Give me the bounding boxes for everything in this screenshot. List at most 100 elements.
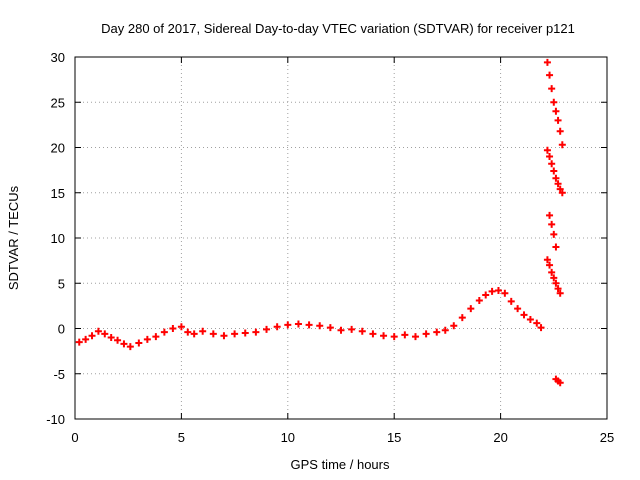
data-point bbox=[520, 311, 528, 319]
data-point bbox=[241, 329, 249, 337]
data-point bbox=[550, 167, 558, 175]
x-tick-label: 20 bbox=[493, 430, 507, 445]
data-point bbox=[543, 256, 551, 264]
data-point bbox=[75, 338, 83, 346]
grid bbox=[75, 57, 607, 419]
data-point bbox=[552, 243, 560, 251]
data-point bbox=[390, 333, 398, 341]
data-point bbox=[231, 330, 239, 338]
data-point bbox=[369, 330, 377, 338]
data-point bbox=[546, 71, 554, 79]
data-point bbox=[482, 291, 490, 299]
data-point bbox=[88, 332, 96, 340]
y-tick-label: 5 bbox=[58, 276, 65, 291]
data-point bbox=[546, 261, 554, 269]
data-point bbox=[507, 297, 515, 305]
data-points bbox=[75, 58, 566, 387]
data-point bbox=[543, 146, 551, 154]
data-point bbox=[263, 325, 271, 333]
data-point bbox=[120, 340, 128, 348]
data-point bbox=[337, 326, 345, 334]
y-tick-label: 0 bbox=[58, 322, 65, 337]
data-point bbox=[411, 333, 419, 341]
data-point bbox=[380, 332, 388, 340]
data-point bbox=[199, 327, 207, 335]
data-point bbox=[554, 180, 562, 188]
data-point bbox=[546, 211, 554, 219]
y-tick-label: 20 bbox=[51, 141, 65, 156]
data-point bbox=[358, 327, 366, 335]
data-point bbox=[316, 322, 324, 330]
data-point bbox=[550, 98, 558, 106]
x-tick-label: 5 bbox=[178, 430, 185, 445]
data-point bbox=[548, 268, 556, 276]
data-point bbox=[548, 85, 556, 93]
data-point bbox=[533, 319, 541, 327]
data-point bbox=[552, 174, 560, 182]
data-point bbox=[441, 326, 449, 334]
x-tick-label: 0 bbox=[71, 430, 78, 445]
x-tick-label: 25 bbox=[600, 430, 614, 445]
data-point bbox=[537, 324, 545, 332]
data-point bbox=[526, 315, 534, 323]
y-axis-label: SDTVAR / TECUs bbox=[6, 185, 21, 290]
data-point bbox=[501, 289, 509, 297]
data-point bbox=[160, 328, 168, 336]
data-point bbox=[305, 321, 313, 329]
data-point bbox=[450, 322, 458, 330]
data-point bbox=[556, 379, 564, 387]
data-point bbox=[514, 305, 522, 313]
data-point bbox=[458, 314, 466, 322]
data-point bbox=[556, 185, 564, 193]
data-point bbox=[273, 323, 281, 331]
data-point bbox=[135, 339, 143, 347]
y-tick-label: 30 bbox=[51, 50, 65, 65]
data-point bbox=[543, 58, 551, 66]
data-point bbox=[252, 328, 260, 336]
data-point bbox=[554, 116, 562, 124]
data-point bbox=[552, 107, 560, 115]
data-point bbox=[209, 330, 217, 338]
data-point bbox=[326, 324, 334, 332]
y-tick-label: -5 bbox=[53, 367, 65, 382]
x-tick-label: 10 bbox=[281, 430, 295, 445]
x-axis-label: GPS time / hours bbox=[291, 457, 390, 472]
data-point bbox=[558, 189, 566, 197]
y-tick-label: 25 bbox=[51, 95, 65, 110]
data-point bbox=[190, 330, 198, 338]
data-point bbox=[348, 325, 356, 333]
data-point bbox=[177, 323, 185, 331]
data-point bbox=[548, 160, 556, 168]
data-point bbox=[82, 335, 90, 343]
data-point bbox=[169, 325, 177, 332]
data-point bbox=[422, 330, 430, 338]
data-point bbox=[114, 336, 122, 344]
data-point bbox=[558, 141, 566, 149]
data-point bbox=[107, 334, 115, 342]
data-point bbox=[550, 230, 558, 238]
data-point bbox=[548, 220, 556, 228]
x-tick-label: 15 bbox=[387, 430, 401, 445]
data-point bbox=[556, 127, 564, 135]
data-point bbox=[475, 296, 483, 304]
data-point bbox=[467, 305, 475, 313]
data-point bbox=[152, 333, 160, 341]
data-point bbox=[546, 153, 554, 161]
data-point bbox=[101, 330, 109, 338]
data-point bbox=[94, 327, 102, 335]
data-point bbox=[143, 335, 151, 343]
data-point bbox=[284, 321, 292, 329]
data-point bbox=[488, 287, 496, 295]
data-point bbox=[550, 274, 558, 282]
y-tick-label: 15 bbox=[51, 186, 65, 201]
y-tick-label: 10 bbox=[51, 231, 65, 246]
y-tick-label: -10 bbox=[46, 412, 65, 427]
data-point bbox=[494, 286, 502, 294]
data-point bbox=[220, 332, 228, 340]
data-point bbox=[554, 285, 562, 293]
data-point bbox=[126, 343, 134, 351]
data-point bbox=[401, 331, 409, 339]
data-point bbox=[556, 289, 564, 297]
